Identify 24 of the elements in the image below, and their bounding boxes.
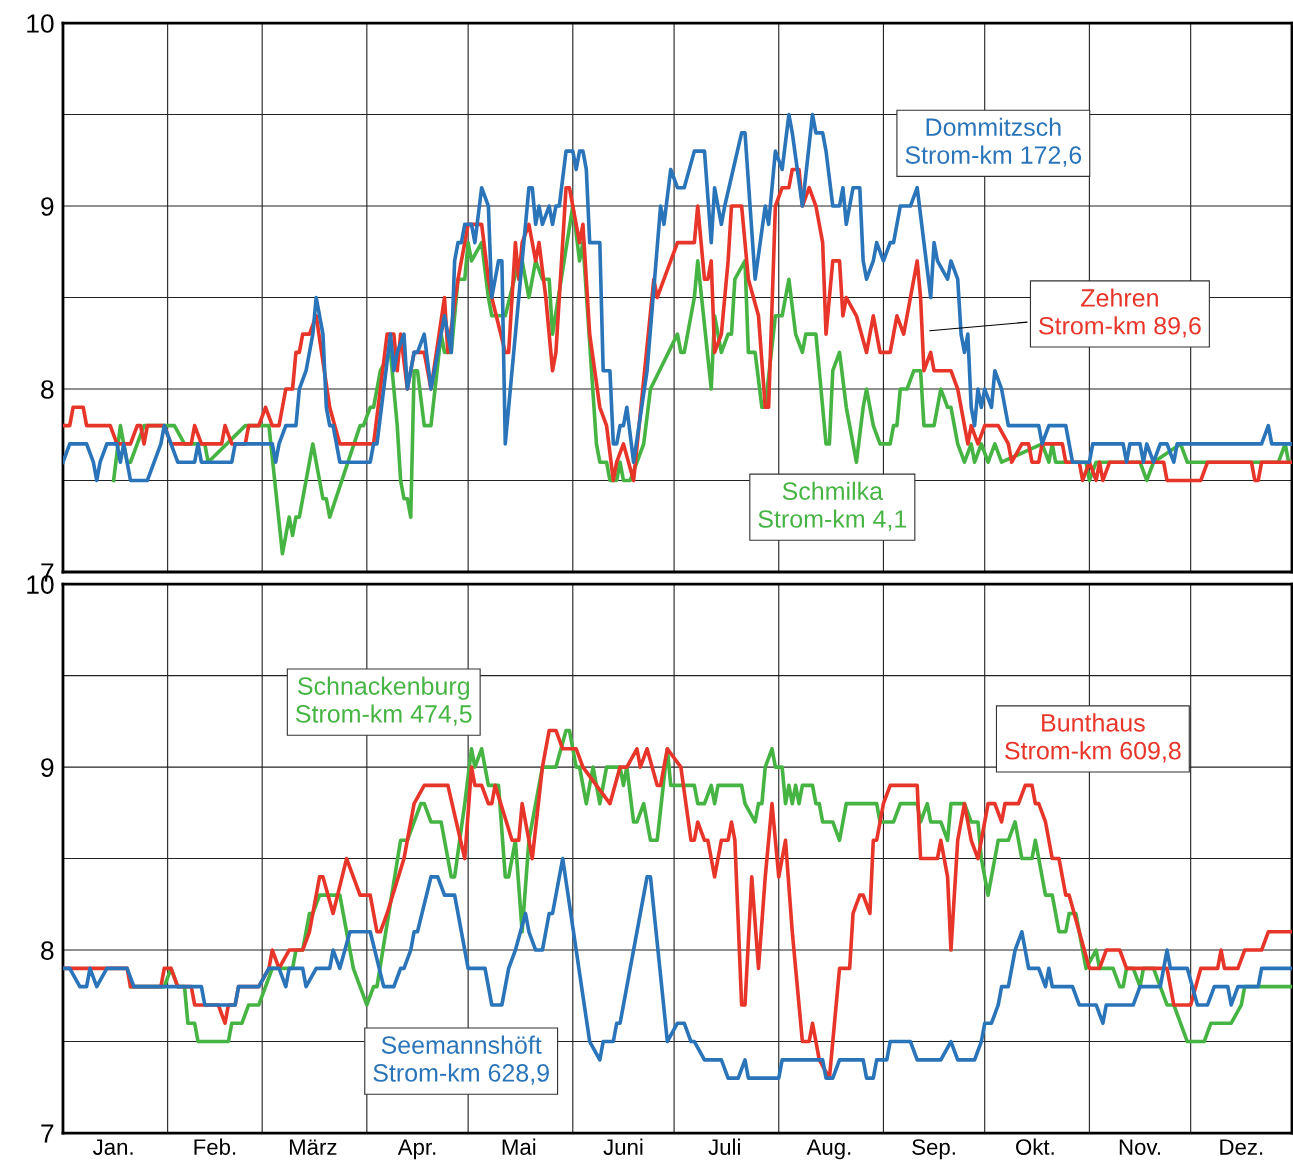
x-tick-label: Mai [502,1138,536,1155]
y-tick-label: 9 [41,197,54,216]
x-tick-label: Aug. [806,1139,851,1160]
x-tick-label: Nov. [1119,1139,1161,1155]
x-tick-label: März [289,1139,337,1155]
x-tick-label: Apr. [397,1139,436,1160]
series-label: Schnackenburg Strom-km 474,5 [295,676,472,726]
x-tick-label: Dez. [1220,1139,1263,1155]
series-label: Schmilka Strom-km 4,1 [758,481,907,531]
y-tick-label: 10 [27,14,54,33]
x-tick-label: Sep. [912,1139,955,1160]
x-tick-label: Feb. [194,1138,236,1155]
y-tick-label: 8 [41,380,54,399]
series-label: Seemannshöft Strom-km 628,9 [373,1035,549,1085]
y-tick-label: 8 [41,941,54,960]
x-tick-label: Juni [603,1138,643,1155]
text: Zehren Strom-km 89,6 [1039,288,1201,338]
x-tick-label: Juli [708,1138,740,1155]
x-tick-label: Jan. [92,1139,133,1155]
y-tick-label: 7 [41,1124,54,1143]
series-label: Dommitzsch Strom-km 172,6 [905,117,1082,167]
y-tick-label: 9 [41,758,54,777]
x-tick-label: Okt. [1016,1138,1054,1155]
series-label: Bunthaus Strom-km 609,8 [1005,713,1181,763]
